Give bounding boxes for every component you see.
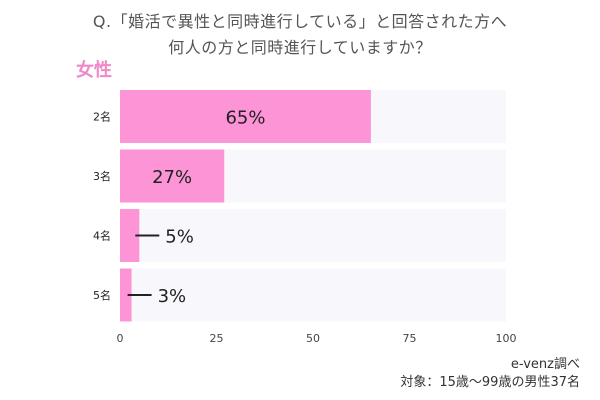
chart-subtitle: 女性 [76, 60, 112, 81]
category-label: 4名 [93, 229, 111, 243]
sample-note: 対象：15歳〜99歳の男性37名 [400, 375, 580, 390]
source-note: e-venz調べ [510, 357, 580, 372]
bar [120, 268, 132, 322]
data-label: 3% [158, 286, 187, 307]
category-label: 5名 [93, 288, 111, 302]
x-tick-label: 100 [496, 332, 517, 345]
data-label: 5% [165, 227, 194, 248]
data-label: 65% [225, 108, 265, 129]
x-tick-label: 25 [210, 332, 224, 345]
category-label: 2名 [93, 110, 111, 124]
x-tick-label: 75 [403, 332, 417, 345]
category-label: 3名 [93, 169, 111, 183]
x-tick-label: 50 [306, 332, 320, 345]
bar [120, 209, 140, 262]
chart-title-line-2: 何人の方と同時進行していますか？ [168, 38, 432, 57]
bar-track [120, 209, 506, 262]
bar [120, 90, 371, 143]
bar [120, 149, 225, 203]
x-tick-label: 0 [117, 332, 124, 345]
data-label: 27% [152, 167, 192, 188]
bar-track [120, 268, 506, 322]
chart-title-line-1: Q.「婚活で異性と同時進行している」と回答された方へ [92, 12, 508, 31]
